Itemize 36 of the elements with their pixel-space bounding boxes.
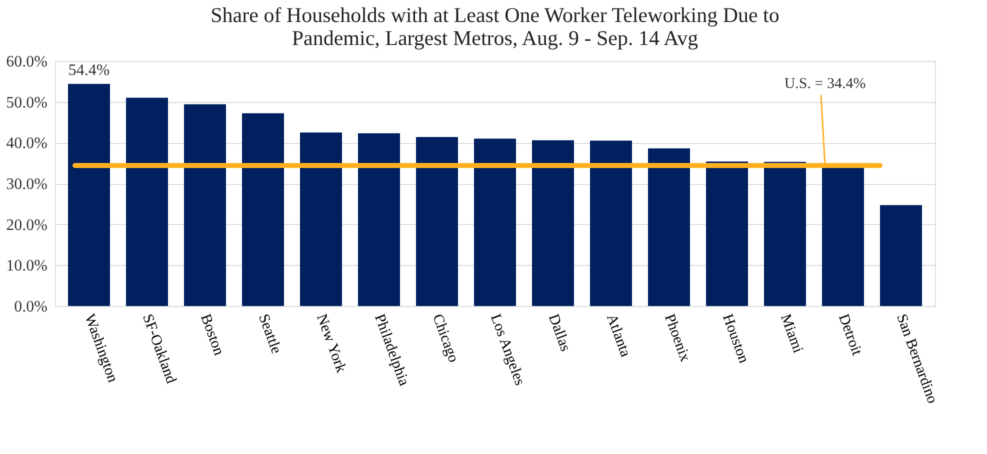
bar	[880, 205, 922, 306]
chart-title: Share of Households with at Least One Worker Teleworking Due to Pandemic, Largest Metros, Aug. 9 - Sep. 14 Avg	[210, 3, 780, 50]
bar	[648, 148, 690, 306]
data-label: 54.4%	[68, 62, 110, 79]
bar	[358, 133, 400, 306]
bar	[416, 136, 458, 306]
bar	[242, 113, 284, 306]
y-tick-label: 30.0%	[6, 176, 48, 193]
x-tick-label: Detroit	[835, 312, 865, 358]
bar	[822, 167, 864, 306]
bar	[532, 140, 574, 306]
x-tick-label: Seattle	[255, 312, 284, 356]
bar	[706, 161, 748, 306]
x-tick-label: Atlanta	[603, 312, 634, 360]
x-tick-label: Phoenix	[661, 312, 694, 364]
y-tick-label: 0.0%	[14, 298, 48, 316]
y-tick-label: 60.0%	[6, 54, 48, 70]
y-tick-label: 50.0%	[6, 94, 48, 112]
bar	[126, 98, 168, 306]
ref-line-label: U.S. = 34.4%	[784, 76, 866, 92]
x-tick-label: Dallas	[545, 312, 574, 354]
y-tick-label: 10.0%	[6, 258, 48, 275]
bar	[764, 162, 806, 306]
bar	[300, 132, 342, 306]
bar	[68, 84, 110, 306]
x-tick-label: Boston	[197, 312, 227, 358]
x-tick-label: Chicago	[429, 312, 462, 365]
bar	[590, 140, 632, 306]
x-tick-label: Miami	[777, 312, 806, 356]
x-tick-label: New York	[313, 312, 350, 376]
bar	[184, 104, 226, 306]
y-tick-label: 20.0%	[6, 216, 48, 234]
bar	[474, 138, 516, 306]
x-tick-label: Houston	[719, 312, 752, 366]
x-tick-label: Los Angeles	[487, 312, 528, 388]
y-tick-label: 40.0%	[6, 135, 48, 152]
